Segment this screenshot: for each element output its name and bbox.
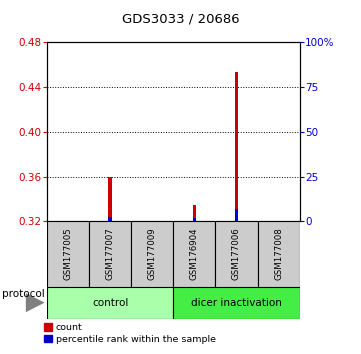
Bar [235,72,238,221]
Bar [47,221,89,287]
Bar [257,221,300,287]
Text: GSM177009: GSM177009 [148,228,157,280]
Polygon shape [26,293,45,312]
Text: control: control [92,298,128,308]
Bar [173,287,300,319]
Text: GSM177005: GSM177005 [64,228,73,280]
Bar [47,287,173,319]
Bar [193,218,196,221]
Bar [89,221,131,287]
Text: protocol: protocol [2,289,44,299]
Bar [108,177,112,221]
Legend: count, percentile rank within the sample: count, percentile rank within the sample [44,323,216,344]
Text: dicer inactivation: dicer inactivation [191,298,282,308]
Text: GSM177006: GSM177006 [232,228,241,280]
Bar [193,205,196,221]
Text: GDS3033 / 20686: GDS3033 / 20686 [122,12,239,25]
Bar [108,217,112,221]
Text: GSM176904: GSM176904 [190,228,199,280]
Bar [235,209,238,221]
Bar [131,221,173,287]
Text: GSM177007: GSM177007 [106,228,114,280]
Bar [173,221,216,287]
Text: GSM177008: GSM177008 [274,228,283,280]
Bar [216,221,257,287]
